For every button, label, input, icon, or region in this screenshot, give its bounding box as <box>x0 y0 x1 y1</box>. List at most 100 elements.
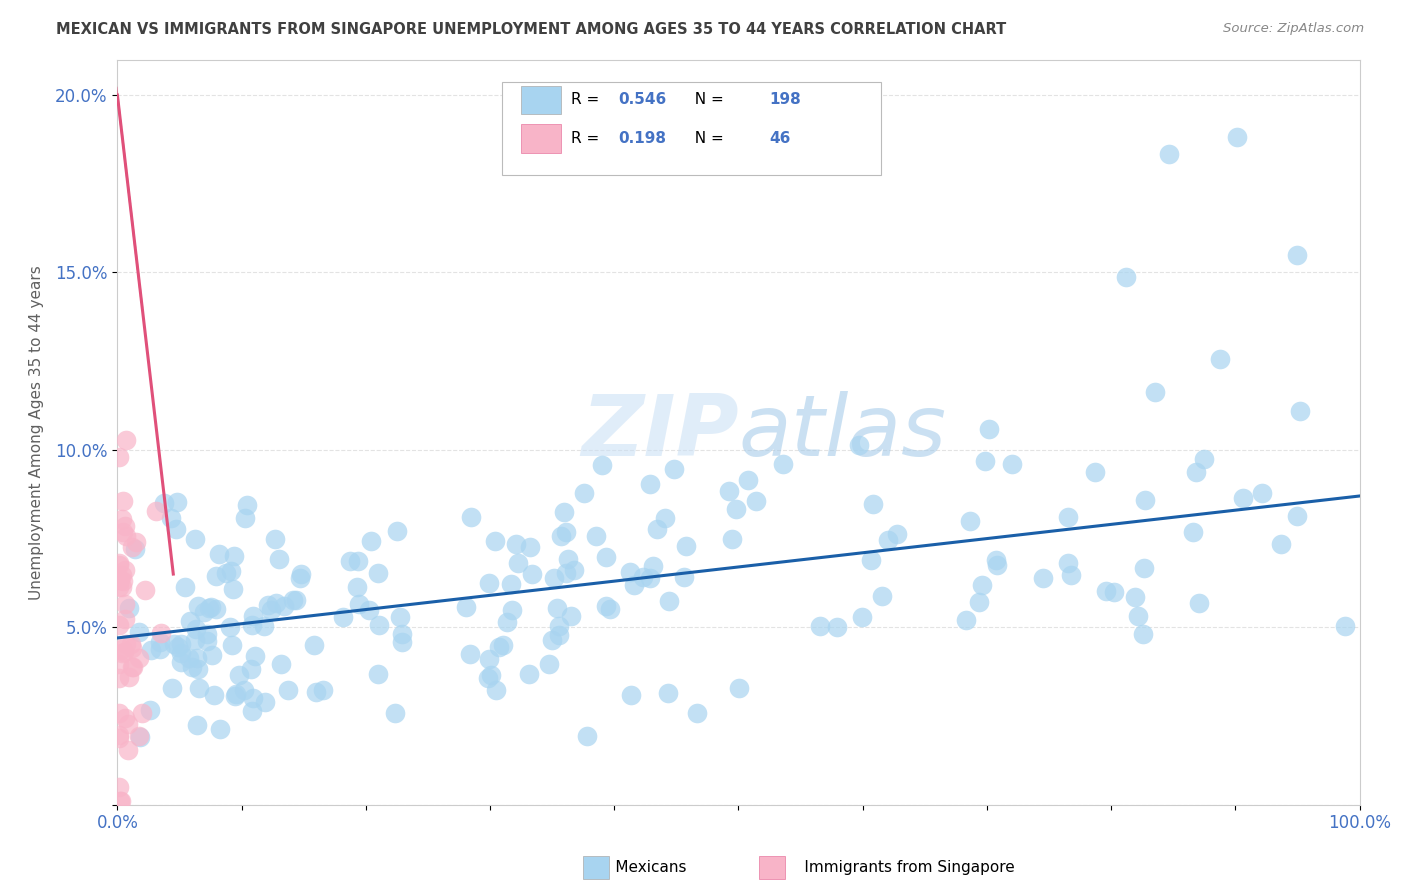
Text: N =: N = <box>685 93 728 107</box>
Point <box>986 553 1008 567</box>
Point <box>456 599 478 614</box>
Point <box>1084 465 1107 479</box>
Text: N =: N = <box>685 131 728 146</box>
Point <box>664 462 686 476</box>
Point <box>225 687 247 701</box>
Point <box>197 627 219 641</box>
Point <box>385 524 408 539</box>
Point <box>233 510 256 524</box>
Point <box>222 549 245 563</box>
Point <box>967 595 990 609</box>
Point <box>346 580 368 594</box>
Point <box>368 618 391 632</box>
Point <box>114 598 136 612</box>
Point <box>253 619 276 633</box>
Point <box>107 780 129 795</box>
Point <box>870 589 893 603</box>
Text: R =: R = <box>571 131 605 146</box>
Point <box>384 706 406 720</box>
Point <box>111 512 134 526</box>
Point <box>108 574 131 588</box>
Point <box>1095 584 1118 599</box>
Point <box>107 581 129 595</box>
Point <box>1194 452 1216 467</box>
Point <box>460 510 482 524</box>
Point <box>124 541 146 556</box>
Point <box>478 576 501 591</box>
Point <box>128 624 150 639</box>
Point <box>112 644 135 658</box>
Point <box>1251 486 1274 500</box>
Point <box>108 728 131 742</box>
Point <box>595 549 617 564</box>
Point <box>973 453 995 467</box>
Point <box>173 580 195 594</box>
Point <box>243 648 266 663</box>
Point <box>367 667 389 681</box>
Point <box>638 477 661 491</box>
Point <box>745 494 768 508</box>
Point <box>111 646 134 660</box>
Point <box>1270 537 1292 551</box>
Point <box>541 632 564 647</box>
Point <box>886 526 908 541</box>
Point <box>111 574 134 589</box>
Text: 198: 198 <box>769 93 801 107</box>
Point <box>851 610 873 624</box>
Point <box>772 457 794 471</box>
Point <box>641 558 664 573</box>
Point <box>270 657 292 671</box>
Point <box>657 686 679 700</box>
Point <box>550 529 572 543</box>
Point <box>672 570 695 584</box>
Point <box>115 433 138 447</box>
Point <box>228 667 250 681</box>
Point <box>218 620 240 634</box>
Point <box>827 620 849 634</box>
Point <box>288 571 311 585</box>
Point <box>631 570 654 584</box>
Point <box>360 533 382 548</box>
Point <box>557 552 579 566</box>
Point <box>1209 351 1232 366</box>
Point <box>808 619 831 633</box>
Point <box>121 641 143 656</box>
Point <box>107 618 129 632</box>
Text: ZIP: ZIP <box>581 391 738 474</box>
Point <box>201 648 224 663</box>
Point <box>186 651 208 665</box>
Point <box>283 592 305 607</box>
Point <box>186 622 208 636</box>
Point <box>458 647 481 661</box>
Point <box>305 685 328 699</box>
Point <box>1132 627 1154 641</box>
Point <box>170 655 193 669</box>
Point <box>242 691 264 706</box>
Point <box>141 642 163 657</box>
Point <box>505 537 527 551</box>
Point <box>519 540 541 554</box>
Point <box>114 637 136 651</box>
FancyBboxPatch shape <box>522 86 561 114</box>
Point <box>1032 570 1054 584</box>
Point <box>522 567 544 582</box>
Point <box>1057 556 1080 570</box>
Point <box>166 495 188 509</box>
Point <box>302 638 325 652</box>
Point <box>170 636 193 650</box>
Point <box>187 599 209 613</box>
Point <box>488 640 510 654</box>
Point <box>560 608 582 623</box>
Point <box>555 566 578 581</box>
Point <box>195 634 218 648</box>
Text: Immigrants from Singapore: Immigrants from Singapore <box>780 860 1015 874</box>
Point <box>188 681 211 696</box>
Point <box>479 667 502 681</box>
Point <box>134 582 156 597</box>
Point <box>114 612 136 626</box>
Point <box>623 578 645 592</box>
Point <box>538 657 561 672</box>
Point <box>114 710 136 724</box>
Point <box>200 600 222 615</box>
Point <box>349 597 371 611</box>
